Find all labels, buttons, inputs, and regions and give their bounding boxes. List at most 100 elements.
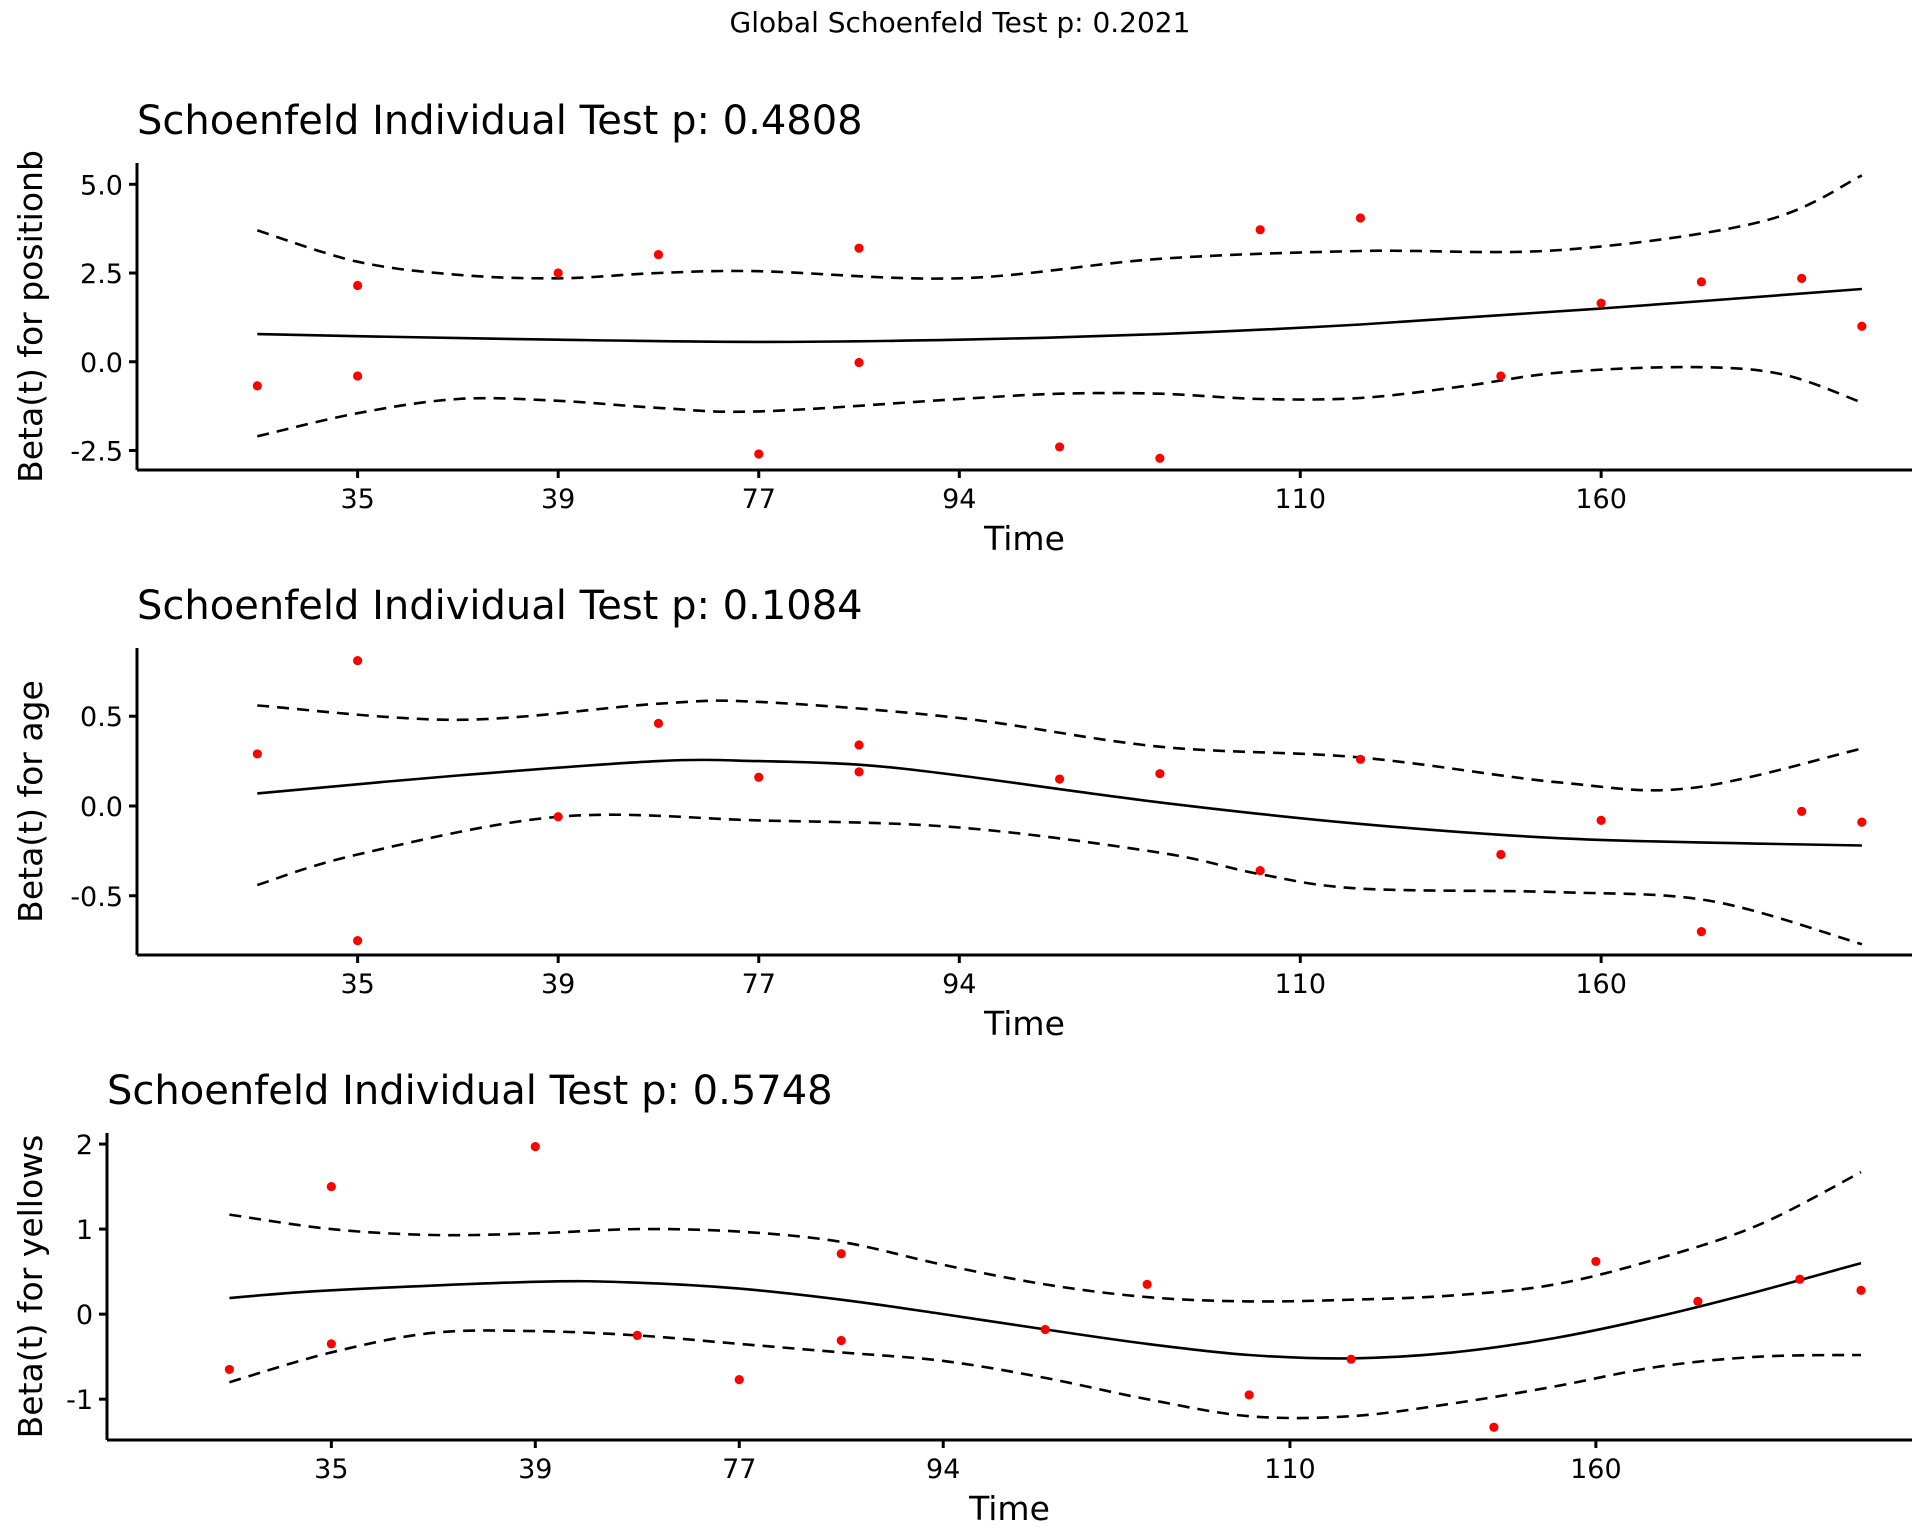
residual-point [1496, 371, 1506, 381]
residual-point [1355, 213, 1366, 223]
panel-2: Schoenfeld Individual Test p: 0.1084 -0.5… [11, 583, 1912, 1043]
residual-point [1496, 849, 1506, 860]
residual-point [1255, 225, 1265, 235]
y-tick-label: 1 [76, 1215, 93, 1246]
x-tick-label: 77 [722, 1454, 756, 1485]
residual-point [353, 371, 363, 381]
x-tick-label: 35 [314, 1454, 348, 1485]
x-tick-label: 35 [340, 484, 374, 515]
residual-point [353, 655, 363, 666]
residual-point [653, 718, 664, 729]
y-tick-label: 0.0 [80, 348, 123, 379]
residual-point [1797, 273, 1807, 283]
y-tick-label: 0.5 [80, 702, 123, 733]
residual-point [1155, 769, 1165, 779]
y-tick-label: 0.0 [80, 792, 123, 823]
y-tick-label: 2.5 [80, 259, 123, 290]
upper-confidence-band [229, 1170, 1862, 1303]
residual-point [353, 936, 363, 946]
residual-point [1693, 1296, 1703, 1306]
residual-point [353, 280, 363, 291]
residual-point [1596, 815, 1606, 825]
residual-point [836, 1335, 846, 1346]
residual-point [1596, 298, 1606, 308]
residual-point [1040, 1324, 1050, 1335]
residual-point [854, 767, 864, 777]
beta-fit-line [229, 1261, 1862, 1360]
residual-point [653, 249, 664, 260]
y-axis-title: Beta(t) for positionb [11, 150, 50, 483]
y-tick-label: -0.5 [70, 882, 123, 913]
residual-point [553, 812, 563, 822]
residual-point [632, 1330, 642, 1340]
x-tick-label: 94 [942, 969, 976, 1000]
residual-point [252, 749, 262, 759]
residual-point [734, 1375, 744, 1385]
x-tick-label: 39 [541, 969, 575, 1000]
residual-point [1054, 774, 1065, 784]
residual-point [326, 1339, 336, 1349]
residual-point [1591, 1256, 1601, 1267]
residual-point [1795, 1274, 1805, 1284]
residual-point [1054, 442, 1065, 452]
x-tick-label: 77 [742, 484, 776, 515]
x-tick-label: 160 [1575, 484, 1627, 515]
residual-point [854, 243, 864, 253]
residual-point [553, 268, 563, 278]
lower-confidence-band [256, 813, 1863, 946]
x-tick-label: 39 [541, 484, 575, 515]
y-tick-label: -1 [66, 1385, 93, 1416]
residual-point [754, 449, 764, 459]
global-test-title: Global Schoenfeld Test p: 0.2021 [730, 6, 1191, 39]
residual-point [854, 740, 864, 750]
x-axis-title: Time [968, 1489, 1050, 1528]
y-tick-label: 0 [76, 1300, 93, 1331]
residual-point [1155, 453, 1165, 463]
residual-point [1244, 1390, 1254, 1400]
residual-point [1857, 321, 1867, 331]
y-axis-title: Beta(t) for yellows [11, 1135, 50, 1439]
x-tick-label: 110 [1264, 1454, 1316, 1485]
residual-point [1797, 806, 1807, 816]
x-tick-label: 160 [1575, 969, 1627, 1000]
residual-point [1489, 1422, 1499, 1432]
residual-point [1355, 754, 1366, 764]
panel-title: Schoenfeld Individual Test p: 0.5748 [107, 1068, 833, 1114]
x-axis-title: Time [983, 1004, 1065, 1043]
residual-point [854, 357, 864, 368]
panel-title: Schoenfeld Individual Test p: 0.1084 [137, 583, 863, 629]
x-tick-label: 35 [340, 969, 374, 1000]
x-axis-title: Time [983, 519, 1065, 558]
residual-point [1255, 866, 1265, 876]
x-tick-label: 110 [1275, 969, 1327, 1000]
x-tick-label: 39 [518, 1454, 552, 1485]
panel-title: Schoenfeld Individual Test p: 0.4808 [137, 98, 863, 144]
residual-point [1857, 817, 1867, 827]
panel-3: Schoenfeld Individual Test p: 0.5748 -1 0 1… [11, 1068, 1912, 1528]
x-tick-label: 94 [942, 484, 976, 515]
residual-point [754, 772, 764, 782]
y-tick-label: 5.0 [80, 170, 123, 201]
residual-point [326, 1181, 336, 1192]
x-tick-label: 94 [926, 1454, 960, 1485]
y-tick-label: 2 [76, 1130, 93, 1161]
residual-point [530, 1142, 540, 1152]
x-tick-label: 160 [1570, 1454, 1622, 1485]
upper-confidence-band [257, 699, 1863, 792]
y-axis-title: Beta(t) for age [11, 680, 50, 923]
beta-fit-line [257, 758, 1862, 847]
x-tick-label: 77 [742, 969, 776, 1000]
residual-point [836, 1249, 846, 1259]
y-tick-label: -2.5 [70, 436, 123, 467]
residual-point [224, 1364, 234, 1375]
panel-1: Schoenfeld Individual Test p: 0.4808 -2.5… [11, 98, 1912, 558]
lower-confidence-band [229, 1329, 1862, 1420]
residual-point [1142, 1279, 1152, 1289]
residual-point [1696, 927, 1707, 937]
residual-point [1346, 1354, 1356, 1364]
x-tick-label: 110 [1275, 484, 1327, 515]
residual-point [252, 381, 262, 391]
lower-confidence-band [257, 365, 1863, 438]
upper-confidence-band [256, 174, 1863, 280]
